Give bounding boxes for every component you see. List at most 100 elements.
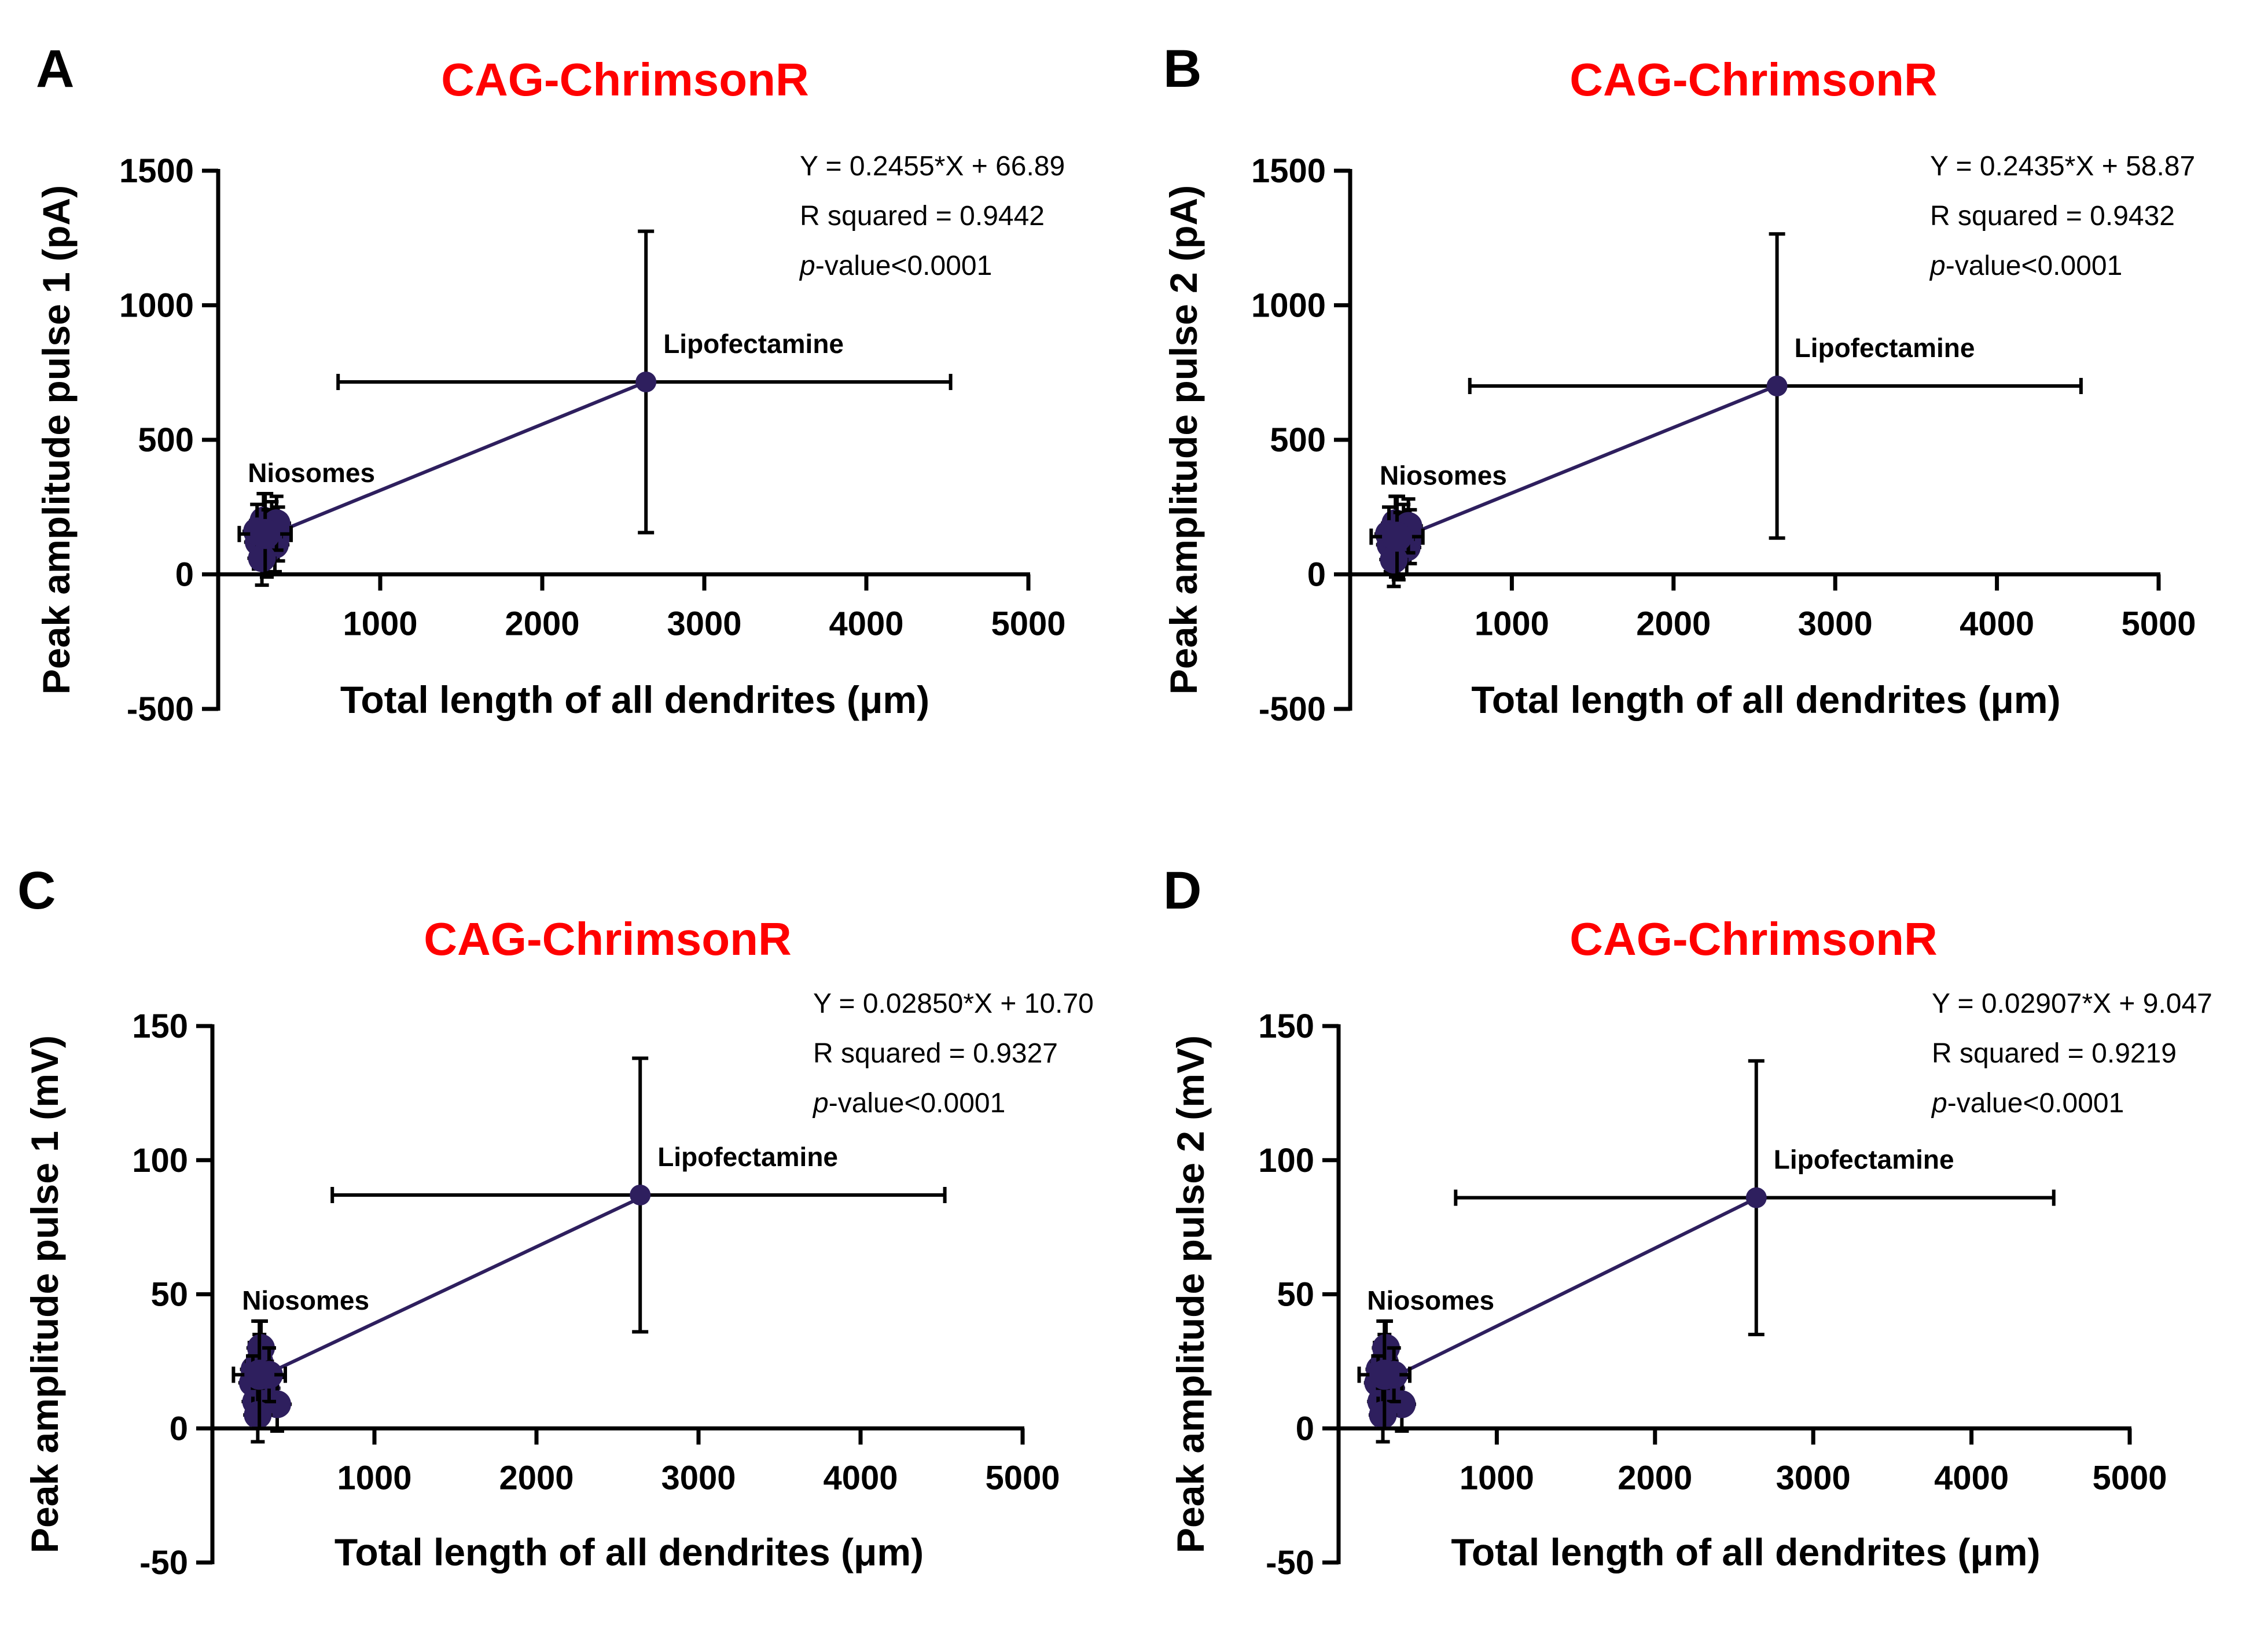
x-tick-label: 5000 (2092, 1459, 2167, 1497)
point-label-niosomes: Niosomes (1367, 1285, 1494, 1315)
chart-title: CAG-ChrimsonR (1569, 913, 1938, 965)
x-tick-label: 4000 (823, 1459, 898, 1497)
x-tick-label: 4000 (829, 605, 903, 643)
x-axis-label: Total length of all dendrites (μm) (334, 1531, 924, 1573)
data-point-lipofectamine (1766, 376, 1788, 396)
y-tick-label: 50 (150, 1276, 188, 1314)
y-axis-label: Peak amplitude pulse 1 (pA) (35, 185, 78, 694)
y-tick-label: 0 (1296, 1410, 1314, 1447)
chart-title: CAG-ChrimsonR (441, 54, 809, 105)
y-tick-label: -50 (139, 1544, 188, 1582)
p-value-text: -value<0.0001 (1946, 251, 2123, 281)
y-tick-label: 1000 (119, 287, 194, 325)
y-tick-label: -500 (1259, 690, 1326, 728)
x-tick-label: 2000 (505, 605, 579, 643)
point-label-lipofectamine: Lipofectamine (1795, 333, 1975, 363)
point-label-niosomes: Niosomes (1380, 461, 1507, 491)
y-tick-label: 1500 (119, 152, 194, 190)
p-value-symbol: p (799, 251, 815, 281)
panel-b: B CAG-ChrimsonR -500 0 500 1000 1500 1000 2000 30… (1162, 39, 2196, 728)
x-tick-label: 3000 (1776, 1459, 1851, 1497)
point-label-lipofectamine: Lipofectamine (1774, 1145, 1954, 1175)
panel-letter: C (17, 861, 56, 920)
cluster-point (248, 544, 276, 572)
p-value-symbol: p (1929, 251, 1946, 281)
chart-title: CAG-ChrimsonR (424, 913, 792, 965)
x-tick-label: 4000 (1934, 1459, 2009, 1497)
x-tick-label: 2000 (1618, 1459, 1692, 1497)
regression-equation: Y = 0.2455*X + 66.89 (800, 151, 1065, 182)
x-tick-label: 5000 (2121, 605, 2196, 643)
r-squared: R squared = 0.9442 (800, 201, 1045, 231)
data-point-niosomes (1369, 1359, 1400, 1390)
y-tick-label: 100 (132, 1142, 188, 1179)
x-tick-label: 3000 (1798, 605, 1873, 643)
panel-a: A CAG-ChrimsonR -500 0 500 1000 1500 1000 2000 30… (35, 39, 1066, 728)
y-tick-label: 0 (175, 556, 194, 594)
y-tick-label: 150 (132, 1008, 188, 1045)
cluster-point (1380, 545, 1408, 573)
regression-equation: Y = 0.2435*X + 58.87 (1930, 151, 2195, 182)
regression-equation: Y = 0.02907*X + 9.047 (1932, 988, 2212, 1019)
y-axis-label: Peak amplitude pulse 2 (mV) (1169, 1035, 1212, 1553)
x-tick-label: 3000 (661, 1459, 736, 1497)
data-point-lipofectamine (630, 1185, 651, 1206)
y-tick-label: 1500 (1251, 152, 1326, 190)
x-tick-label: 5000 (991, 605, 1065, 643)
p-value-text: -value<0.0001 (829, 1088, 1006, 1119)
chart-title: CAG-ChrimsonR (1569, 54, 1938, 105)
p-value-text: -value<0.0001 (815, 251, 993, 281)
p-value: p-value<0.0001 (799, 251, 992, 281)
point-label-lipofectamine: Lipofectamine (663, 329, 844, 359)
data-point-lipofectamine (635, 372, 657, 393)
regression-line (275, 380, 647, 535)
y-tick-label: -500 (127, 690, 194, 728)
p-value-symbol: p (1931, 1088, 1947, 1119)
regression-line (265, 1196, 641, 1376)
panel-letter: D (1163, 861, 1201, 920)
r-squared: R squared = 0.9219 (1932, 1038, 2177, 1069)
y-tick-label: 0 (170, 1410, 188, 1447)
data-point-niosomes (244, 1359, 275, 1390)
y-tick-label: 1000 (1251, 287, 1326, 325)
r-squared: R squared = 0.9327 (813, 1038, 1058, 1069)
y-tick-label: -50 (1266, 1544, 1314, 1582)
panel-d: D CAG-ChrimsonR -50 0 50 100 150 1000 2000 3000 40… (1163, 861, 2212, 1582)
x-tick-label: 4000 (1960, 605, 2034, 643)
x-tick-label: 1000 (343, 605, 417, 643)
y-axis-label: Peak amplitude pulse 1 (mV) (23, 1035, 66, 1553)
regression-line (1390, 1196, 1758, 1380)
x-tick-label: 1000 (337, 1459, 411, 1497)
point-label-niosomes: Niosomes (242, 1285, 369, 1315)
data-point-lipofectamine (1745, 1187, 1767, 1208)
x-tick-label: 2000 (499, 1459, 574, 1497)
x-tick-label: 1000 (1460, 1459, 1534, 1497)
r-squared: R squared = 0.9432 (1930, 201, 2175, 231)
regression-equation: Y = 0.02850*X + 10.70 (813, 988, 1094, 1019)
panel-letter: B (1163, 39, 1201, 98)
x-axis-label: Total length of all dendrites (μm) (1451, 1531, 2040, 1573)
x-tick-label: 3000 (667, 605, 741, 643)
p-value: p-value<0.0001 (1931, 1088, 2124, 1119)
y-tick-label: 50 (1277, 1276, 1314, 1314)
panel-letter: A (36, 39, 74, 98)
x-axis-label: Total length of all dendrites (μm) (340, 678, 929, 721)
data-point-niosomes (250, 519, 281, 549)
x-tick-label: 5000 (985, 1459, 1060, 1497)
p-value-text: -value<0.0001 (1947, 1088, 2124, 1119)
y-tick-label: 0 (1307, 556, 1326, 594)
point-label-lipofectamine: Lipofectamine (657, 1142, 838, 1172)
data-point-niosomes (1382, 521, 1413, 552)
y-tick-label: 500 (138, 421, 194, 459)
y-tick-label: 150 (1258, 1008, 1314, 1045)
y-tick-label: 100 (1258, 1142, 1314, 1179)
p-value: p-value<0.0001 (1929, 251, 2122, 281)
y-axis-label: Peak amplitude pulse 2 (pA) (1162, 185, 1205, 694)
p-value: p-value<0.0001 (812, 1088, 1005, 1119)
y-tick-label: 500 (1270, 421, 1326, 459)
panel-c: C CAG-ChrimsonR -50 0 50 100 150 1000 2000 3000 40… (17, 861, 1094, 1582)
x-tick-label: 1000 (1475, 605, 1549, 643)
x-tick-label: 2000 (1636, 605, 1711, 643)
p-value-symbol: p (812, 1088, 829, 1119)
